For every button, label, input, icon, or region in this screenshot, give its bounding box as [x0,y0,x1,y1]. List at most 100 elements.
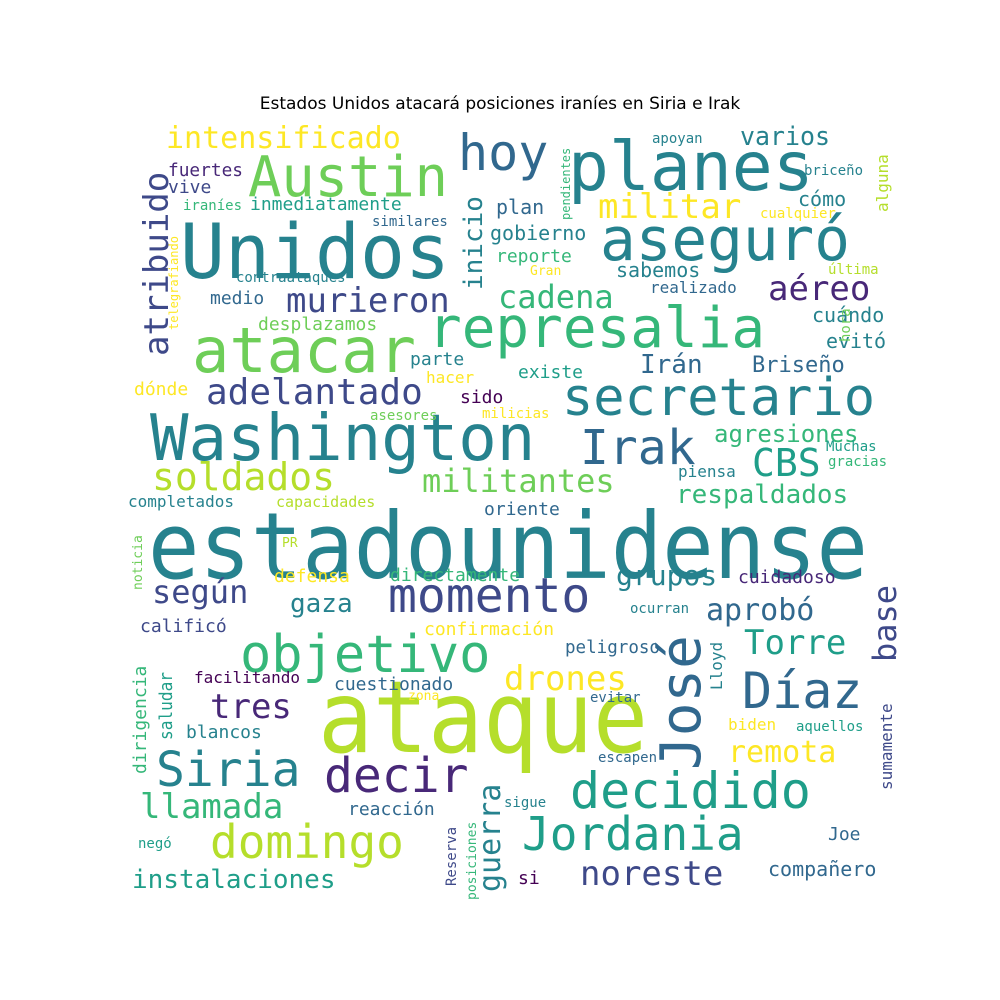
word-55: reporte [496,246,572,267]
word-18: decir [324,748,469,804]
word-101: cuestionado [334,674,453,695]
word-6: aseguró [600,205,850,275]
word-105: biden [728,715,776,734]
word-23: soldados [152,455,335,499]
word-20: hoy [458,124,548,182]
word-108: escapen [598,750,657,766]
word-26: atribuido [137,172,177,356]
word-11: momento [388,568,590,624]
word-71: similares [372,214,448,230]
word-75: Gran [530,264,561,279]
word-94: calificó [140,616,227,637]
word-31: agresiones [714,420,859,448]
word-86: completados [128,492,234,511]
word-51: cuándo [812,303,884,327]
word-73: telegrafiando [167,236,181,330]
word-42: llamada [140,787,283,827]
word-32: respaldados [676,480,848,510]
word-80: última [828,262,879,278]
word-34: Torre [744,623,846,663]
word-88: noticia [131,535,146,590]
word-40: gaza [290,589,353,619]
word-96: peligroso [565,637,660,658]
word-64: dónde [134,379,188,400]
word-113: negó [138,836,172,852]
word-2: Washington [150,402,535,476]
word-116: compañero [768,857,876,881]
word-78: alguna [873,154,892,212]
word-100: facilitando [194,668,300,687]
word-58: medio [210,288,264,309]
word-91: directamente [390,565,520,586]
word-87: capacidades [276,493,375,511]
word-85: oriente [484,499,560,520]
word-4: represalia [428,296,765,361]
word-39: según [152,573,248,611]
word-22: adelantado [206,372,423,413]
word-44: instalaciones [132,865,336,895]
word-15: Jordania [522,807,744,861]
word-66: milicias [482,406,549,422]
word-111: Reserva [444,827,460,886]
word-115: Joe [828,824,861,845]
word-50: evitó [826,329,886,353]
word-46: varios [740,122,830,152]
word-0: estadounidense [148,493,868,600]
word-14: decidido [570,762,811,820]
word-28: militar [598,187,741,227]
word-61: hacer [426,368,475,387]
word-72: contraataques [236,270,346,286]
word-1: ataque [318,659,648,776]
word-98: dirigencia [130,666,151,774]
word-93: ocurran [630,601,689,617]
word-77: briceño [804,163,863,179]
word-27: intensificado [166,121,401,156]
word-89: PR [282,536,298,551]
word-16: domingo [210,815,404,869]
word-3: Unidos [180,207,450,296]
word-13: Díaz [742,662,862,720]
word-62: existe [518,362,583,383]
word-110: sigue [504,795,546,811]
word-103: evitar [590,690,641,706]
word-41: tres [210,687,292,727]
word-60: parte [410,349,464,370]
word-83: gracias [828,454,887,470]
word-63: sido [460,387,503,408]
word-8: secretario [562,368,875,428]
word-70: iraníes [183,198,242,214]
word-35: base [866,585,904,662]
word-24: militantes [422,462,615,500]
word-57: realizado [650,278,737,297]
word-52: cómo [798,187,846,211]
word-106: aquellos [796,719,863,735]
word-104: blancos [186,722,262,743]
word-21: murieron [286,281,450,321]
word-112: posiciones [465,822,480,900]
word-79: cualquier [760,206,836,222]
chart-title: Estados Unidos atacará posiciones iraníe… [259,94,741,114]
word-109: reacción [348,799,435,820]
word-45: guerra [473,784,508,892]
word-95: confirmación [424,619,554,640]
word-65: asesores [370,408,437,424]
word-47: inicio [459,196,489,290]
word-107: sumamente [877,703,896,790]
word-48: Irán [640,350,703,380]
word-19: Irak [580,420,696,476]
word-53: plan [496,195,544,219]
word-59: desplazamos [258,314,377,335]
word-37: remota [728,735,836,770]
word-9: Austin [248,145,448,210]
word-99: saludar [156,672,177,740]
word-102: zona [408,689,439,704]
word-25: cadena [498,278,614,316]
word-68: fuertes [168,160,243,181]
word-69: vive [168,177,211,198]
word-67: inmediatamente [250,194,402,215]
word-30: CBS [752,441,821,485]
word-33: aprobó [706,593,814,628]
word-36: drones [504,659,627,699]
word-54: gobierno [490,221,586,245]
